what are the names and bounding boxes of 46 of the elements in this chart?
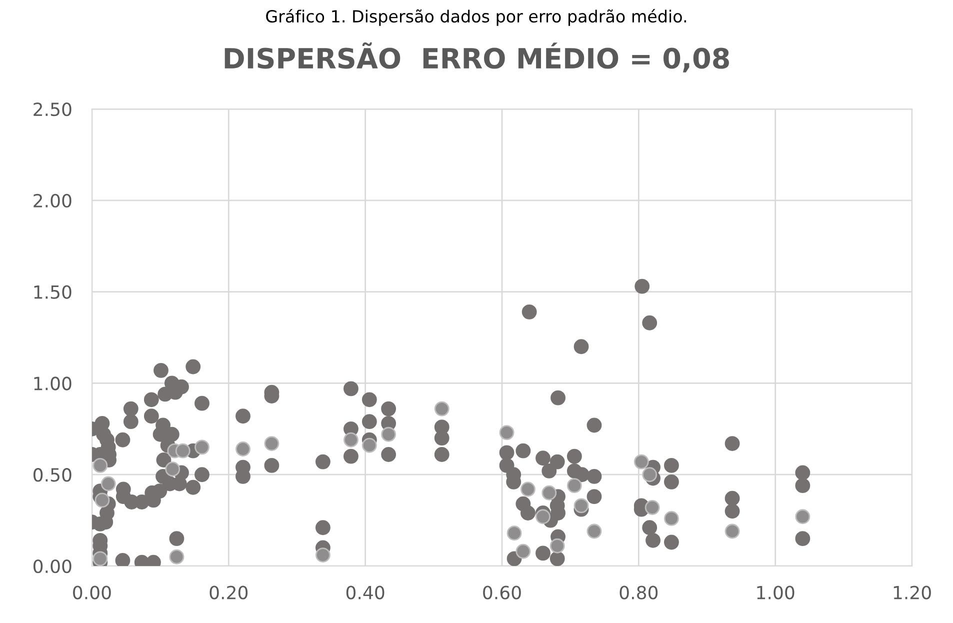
x-tick-label: 0.60 <box>483 586 521 600</box>
point <box>344 432 358 448</box>
point <box>100 476 116 492</box>
point <box>499 425 514 440</box>
y-tick-label: 2.00 <box>34 194 72 208</box>
point <box>506 526 522 541</box>
point <box>586 524 602 539</box>
y-tick-label: 0.50 <box>34 468 72 482</box>
point <box>644 500 660 515</box>
point <box>362 438 377 453</box>
point <box>516 544 531 559</box>
y-tick-label: 2.50 <box>34 102 72 116</box>
point <box>194 440 210 455</box>
point <box>94 492 110 508</box>
point <box>795 509 810 524</box>
point <box>169 549 184 564</box>
x-tick-label: 0.40 <box>346 586 384 600</box>
point <box>315 548 330 562</box>
point <box>550 538 565 554</box>
point <box>664 511 679 526</box>
point <box>264 436 280 451</box>
text: Gráfico 1. Dispersão dados por erro padrão médio. <box>266 9 686 26</box>
point <box>642 467 658 482</box>
y-tick-label: 1.00 <box>34 376 72 390</box>
point <box>236 442 250 456</box>
x-tick-label: 1.20 <box>894 586 931 600</box>
chart-title: DISPERSÃO ERRO MÉDIO = 0,08 <box>224 42 729 72</box>
point <box>724 524 740 539</box>
x-tick-label: 0.00 <box>73 586 111 600</box>
point <box>634 454 649 470</box>
x-tick-label: 0.20 <box>210 586 248 600</box>
x-tick-label: 0.80 <box>620 586 658 600</box>
y-tick-label: 1.50 <box>34 285 72 299</box>
point <box>574 498 589 514</box>
point <box>536 509 550 524</box>
point <box>520 482 536 497</box>
point <box>165 462 180 477</box>
point <box>566 478 582 494</box>
point <box>542 485 557 500</box>
point <box>92 551 108 566</box>
y-tick-label: 0.00 <box>34 559 72 574</box>
point <box>92 458 108 473</box>
point <box>434 401 450 416</box>
x-tick-label: 1.00 <box>757 586 794 600</box>
point <box>381 426 396 442</box>
point <box>175 443 190 458</box>
